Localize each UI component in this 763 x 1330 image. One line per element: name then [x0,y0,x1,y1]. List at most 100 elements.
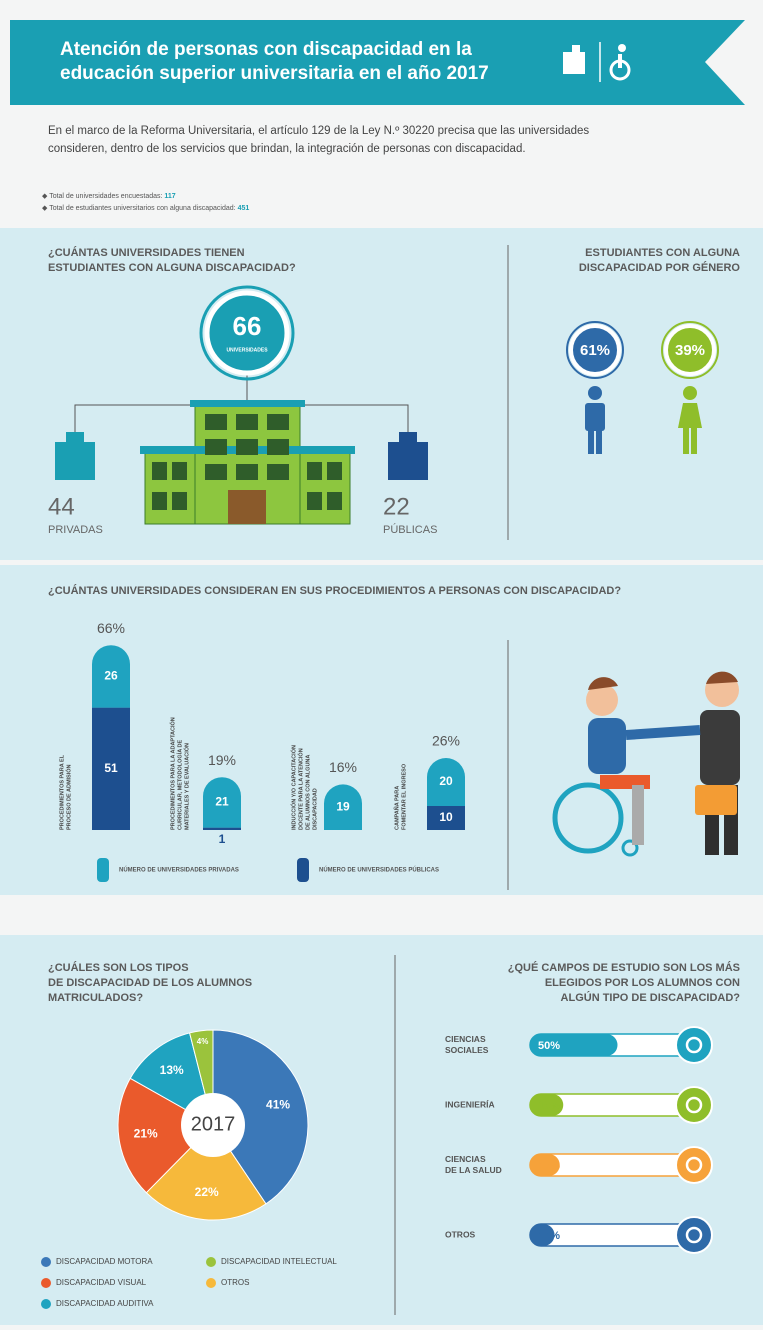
field-icon-glyph [685,1156,703,1174]
fact: ◆ Total de universidades encuestadas: 11… [42,193,176,200]
section-title: DE DISCAPACIDAD DE LOS ALUMNOS [48,977,252,989]
bar-total: 19% [208,752,236,768]
section-title: ¿QUÉ CAMPOS DE ESTUDIO SON LOS MÁS [508,961,740,974]
bar-segment [203,777,241,828]
bar-category: MATERIALES Y DE EVALUACIÓN [182,743,190,830]
pie-slice [117,1077,214,1194]
person-body [678,403,702,428]
title: Atención de personas con discapacidad en… [60,39,472,60]
bar-category: CAMPAÑA PARA [393,786,400,830]
bar-category: PROCESO DE ADMISIÓN [64,764,72,830]
pie-slice [145,1124,267,1221]
legend-label: OTROS [221,1278,249,1287]
field-icon [675,1146,713,1184]
field-label: SOCIALES [445,1045,489,1055]
bar-value: 20 [439,774,453,788]
gender-label: 61% [580,342,610,359]
field-icon-glyph [685,1036,703,1054]
field-bar [530,1034,618,1056]
legend-swatch [41,1299,51,1309]
bar-category: DE ALUMNOS CON ALGUNA [305,755,311,830]
section-title: ESTUDIANTES CON ALGUNA DISCAPACIDAD? [48,262,296,274]
person-body [585,403,605,431]
window [205,414,227,430]
window [267,464,289,480]
bar-category: CURRICULAR, METODOLOGÍA DE [175,740,183,830]
bar-category: PROCEDIMIENTOS PARA LA ADAPTACIÓN [168,717,176,830]
section-title: ALGÚN TIPO DE DISCAPACIDAD? [561,991,741,1004]
private-value: 44 [48,493,75,520]
gender-ring [566,321,624,379]
bar-segment [427,758,465,806]
legend-label: DISCAPACIDAD INTELECTUAL [221,1257,337,1266]
pie-center [181,1093,245,1157]
public-icon [388,432,428,480]
intro: consideren, dentro de los servicios que … [48,143,526,155]
bar-total: 26% [432,733,460,749]
window [236,464,258,480]
field-label: OTROS [445,1229,476,1239]
field-label: CIENCIAS [445,1034,486,1044]
field-label: CIENCIAS [445,1154,486,1164]
bar-category: DISCAPACIDAD [312,788,318,830]
bar-value: 21 [215,795,229,809]
private-label: PRIVADAS [48,524,103,536]
person-head [588,386,602,400]
bar-segment [92,707,130,830]
header-icons [563,42,631,82]
section-title: ELEGIDOS POR LOS ALUMNOS CON [545,977,740,989]
field-icon [675,1026,713,1064]
fact: ◆ Total de estudiantes universitarios co… [42,205,249,212]
person-head [683,386,697,400]
window [327,492,342,510]
bar-total: 16% [329,759,357,775]
window [172,492,187,510]
person-leg [588,428,594,454]
field-icon-glyph [685,1226,703,1244]
section-title: ¿CUÁLES SON LOS TIPOS [48,961,189,974]
pie-label: 22% [195,1185,219,1199]
bar-segment [324,784,362,830]
intro: En el marco de la Reforma Universitaria,… [48,125,589,137]
public-value: 22 [383,493,410,520]
field-bar [530,1154,560,1176]
pie-slice [212,1029,309,1205]
field-value: 19% [538,1100,560,1112]
window [307,462,322,480]
bar-value: 10 [439,810,453,824]
legend-swatch [297,858,309,882]
public-label: PÚBLICAS [383,523,437,536]
field-icon-glyph [685,1096,703,1114]
legend-label: DISCAPACIDAD MOTORA [56,1257,153,1266]
window [152,492,167,510]
legend-label: DISCAPACIDAD VISUAL [56,1278,147,1287]
section-title: ESTUDIANTES CON ALGUNA [585,247,740,259]
section-title: ¿CUÁNTAS UNIVERSIDADES CONSIDERAN EN SUS… [48,584,621,597]
window [327,462,342,480]
title: educación superior universitaria en el a… [60,63,489,84]
bar-segment [203,827,241,830]
pie-label: 21% [134,1127,158,1141]
gender-circle [569,324,621,376]
legend-label: DISCAPACIDAD AUDITIVA [56,1299,154,1308]
bar-value: 51 [104,761,118,775]
pie-center-label: 2017 [191,1113,236,1135]
section-bg [0,228,763,560]
gender-ring [661,321,719,379]
bar-segment [427,806,465,830]
bar-total: 66% [97,620,125,636]
window [307,492,322,510]
fact-value: 451 [238,205,250,212]
person-leg [683,428,689,454]
total-ring [199,285,295,381]
illustration [552,671,740,857]
banner [10,20,745,105]
window [267,414,289,430]
window [152,462,167,480]
legend-swatch [206,1278,216,1288]
bar-value: 26 [104,669,118,683]
field-label: INGENIERÍA [445,1099,495,1109]
field-icon [675,1086,713,1124]
window [172,462,187,480]
